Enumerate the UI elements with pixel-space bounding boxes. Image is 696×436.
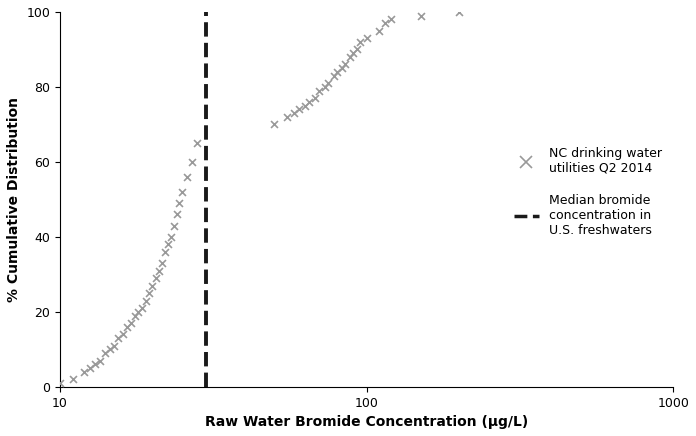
NC drinking water
utilities Q2 2014 bbox=[351, 46, 363, 53]
NC drinking water
utilities Q2 2014 bbox=[117, 331, 128, 338]
NC drinking water
utilities Q2 2014 bbox=[113, 334, 124, 341]
NC drinking water
utilities Q2 2014 bbox=[310, 95, 321, 102]
NC drinking water
utilities Q2 2014 bbox=[159, 249, 171, 255]
NC drinking water
utilities Q2 2014 bbox=[347, 50, 358, 57]
NC drinking water
utilities Q2 2014 bbox=[109, 342, 120, 349]
NC drinking water
utilities Q2 2014 bbox=[187, 158, 198, 165]
NC drinking water
utilities Q2 2014 bbox=[453, 8, 464, 15]
NC drinking water
utilities Q2 2014 bbox=[344, 54, 355, 61]
NC drinking water
utilities Q2 2014 bbox=[90, 361, 101, 368]
NC drinking water
utilities Q2 2014 bbox=[95, 357, 106, 364]
NC drinking water
utilities Q2 2014 bbox=[54, 380, 65, 387]
NC drinking water
utilities Q2 2014 bbox=[84, 364, 95, 371]
NC drinking water
utilities Q2 2014 bbox=[168, 222, 180, 229]
NC drinking water
utilities Q2 2014 bbox=[79, 368, 90, 375]
NC drinking water
utilities Q2 2014 bbox=[293, 106, 304, 113]
NC drinking water
utilities Q2 2014 bbox=[140, 297, 151, 304]
NC drinking water
utilities Q2 2014 bbox=[177, 188, 188, 195]
NC drinking water
utilities Q2 2014 bbox=[133, 308, 144, 315]
NC drinking water
utilities Q2 2014 bbox=[374, 27, 385, 34]
NC drinking water
utilities Q2 2014 bbox=[174, 200, 185, 207]
NC drinking water
utilities Q2 2014 bbox=[100, 350, 111, 357]
NC drinking water
utilities Q2 2014 bbox=[150, 275, 161, 282]
NC drinking water
utilities Q2 2014 bbox=[136, 305, 148, 312]
Y-axis label: % Cumulative Distribution: % Cumulative Distribution bbox=[7, 97, 21, 302]
NC drinking water
utilities Q2 2014 bbox=[415, 12, 426, 19]
NC drinking water
utilities Q2 2014 bbox=[147, 282, 158, 289]
X-axis label: Raw Water Bromide Concentration (μg/L): Raw Water Bromide Concentration (μg/L) bbox=[205, 415, 528, 429]
NC drinking water
utilities Q2 2014 bbox=[171, 211, 182, 218]
NC drinking water
utilities Q2 2014 bbox=[281, 113, 292, 120]
Legend: NC drinking water
utilities Q2 2014, Median bromide
concentration in
U.S. freshw: NC drinking water utilities Q2 2014, Med… bbox=[509, 142, 667, 242]
NC drinking water
utilities Q2 2014 bbox=[328, 72, 339, 79]
NC drinking water
utilities Q2 2014 bbox=[299, 102, 310, 109]
NC drinking water
utilities Q2 2014 bbox=[303, 99, 315, 106]
NC drinking water
utilities Q2 2014 bbox=[379, 20, 390, 27]
NC drinking water
utilities Q2 2014 bbox=[269, 121, 280, 128]
NC drinking water
utilities Q2 2014 bbox=[104, 346, 115, 353]
NC drinking water
utilities Q2 2014 bbox=[319, 83, 331, 90]
NC drinking water
utilities Q2 2014 bbox=[289, 110, 300, 117]
NC drinking water
utilities Q2 2014 bbox=[314, 87, 325, 94]
NC drinking water
utilities Q2 2014 bbox=[323, 80, 334, 87]
NC drinking water
utilities Q2 2014 bbox=[162, 241, 173, 248]
NC drinking water
utilities Q2 2014 bbox=[386, 16, 397, 23]
NC drinking water
utilities Q2 2014 bbox=[121, 324, 132, 330]
NC drinking water
utilities Q2 2014 bbox=[182, 174, 193, 181]
NC drinking water
utilities Q2 2014 bbox=[153, 267, 164, 274]
NC drinking water
utilities Q2 2014 bbox=[68, 376, 79, 383]
NC drinking water
utilities Q2 2014 bbox=[166, 233, 177, 240]
NC drinking water
utilities Q2 2014 bbox=[129, 312, 140, 319]
Median bromide
concentration in
U.S. freshwaters bbox=[202, 381, 210, 386]
NC drinking water
utilities Q2 2014 bbox=[143, 290, 155, 296]
NC drinking water
utilities Q2 2014 bbox=[340, 61, 351, 68]
Median bromide
concentration in
U.S. freshwaters bbox=[202, 384, 210, 389]
NC drinking water
utilities Q2 2014 bbox=[125, 320, 136, 327]
NC drinking water
utilities Q2 2014 bbox=[354, 38, 365, 45]
NC drinking water
utilities Q2 2014 bbox=[336, 65, 347, 72]
NC drinking water
utilities Q2 2014 bbox=[361, 35, 372, 42]
NC drinking water
utilities Q2 2014 bbox=[157, 259, 168, 266]
NC drinking water
utilities Q2 2014 bbox=[331, 68, 342, 75]
NC drinking water
utilities Q2 2014 bbox=[191, 140, 203, 146]
